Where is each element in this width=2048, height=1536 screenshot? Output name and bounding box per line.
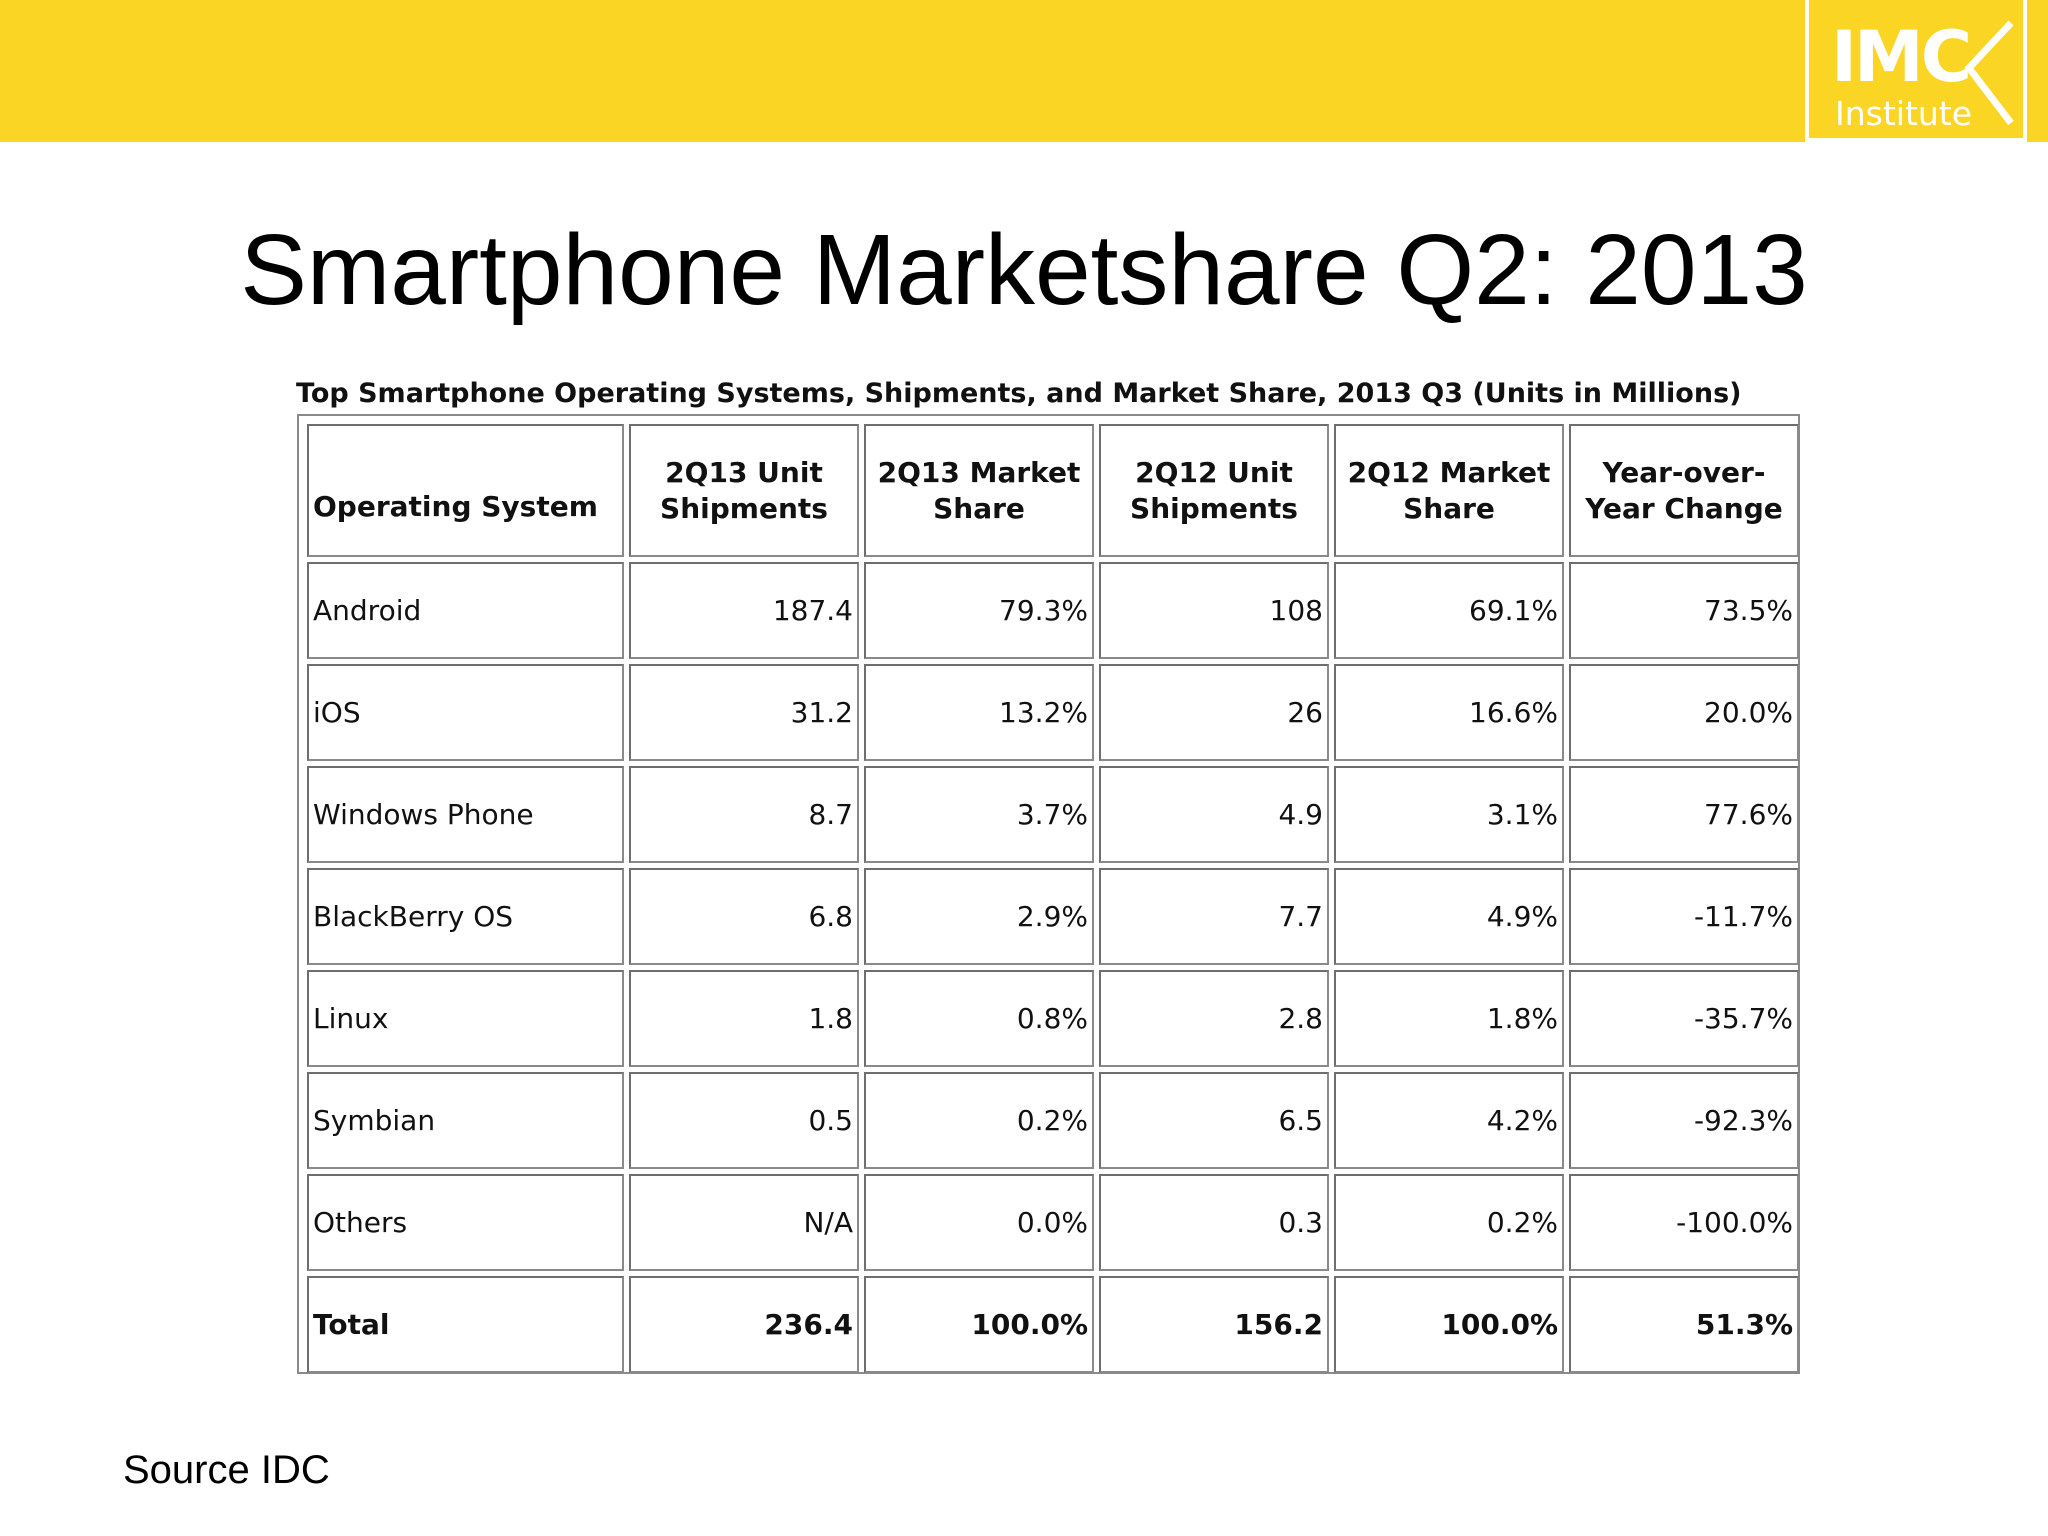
table-row: Linux 1.8 0.8% 2.8 1.8% -35.7%	[307, 970, 1799, 1067]
logo-chevron-icon	[1964, 20, 2014, 126]
logo-sub-text: Institute	[1835, 94, 1973, 133]
header-line: 2Q12 Market	[1347, 455, 1551, 489]
table-cell: 3.7%	[864, 766, 1094, 863]
header-2q12-unit-shipments: 2Q12 Unit Shipments	[1099, 424, 1329, 557]
header-banner	[0, 0, 2048, 142]
table-cell: 4.2%	[1334, 1072, 1564, 1169]
table-caption: Top Smartphone Operating Systems, Shipme…	[296, 378, 1742, 409]
header-line: Year Change	[1585, 491, 1783, 525]
table-cell: 8.7	[629, 766, 859, 863]
table-cell: 77.6%	[1569, 766, 1799, 863]
table-cell: 4.9	[1099, 766, 1329, 863]
table-cell: 108	[1099, 562, 1329, 659]
table-cell: 156.2	[1099, 1276, 1329, 1373]
header-operating-system: Operating System	[307, 424, 624, 557]
table-cell-os: Linux	[307, 970, 624, 1067]
table-cell: 236.4	[629, 1276, 859, 1373]
table-cell: 2.8	[1099, 970, 1329, 1067]
header-line: Year-over-	[1602, 455, 1766, 489]
table-cell-os: Total	[307, 1276, 624, 1373]
header-line: Share	[933, 491, 1025, 525]
table-cell-os: Android	[307, 562, 624, 659]
table-cell: 0.2%	[1334, 1174, 1564, 1271]
table-cell: 6.8	[629, 868, 859, 965]
header-line: 2Q13 Unit	[665, 455, 823, 489]
table-cell: 20.0%	[1569, 664, 1799, 761]
header-2q13-unit-shipments: 2Q13 Unit Shipments	[629, 424, 859, 557]
table-cell: 7.7	[1099, 868, 1329, 965]
table-cell: 1.8	[629, 970, 859, 1067]
table-cell: -92.3%	[1569, 1072, 1799, 1169]
market-share-table: Operating System 2Q13 Unit Shipments 2Q1…	[302, 419, 1804, 1378]
table-cell: -100.0%	[1569, 1174, 1799, 1271]
table-cell: N/A	[629, 1174, 859, 1271]
table-cell: 73.5%	[1569, 562, 1799, 659]
table-cell: 69.1%	[1334, 562, 1564, 659]
slide-title: Smartphone Marketshare Q2: 2013	[240, 214, 1808, 326]
table-cell: 0.5	[629, 1072, 859, 1169]
imc-institute-logo: IMC Institute	[1805, 0, 2027, 142]
table-cell: 0.3	[1099, 1174, 1329, 1271]
table-row: iOS 31.2 13.2% 26 16.6% 20.0%	[307, 664, 1799, 761]
table-cell: 0.8%	[864, 970, 1094, 1067]
table-cell: 100.0%	[864, 1276, 1094, 1373]
header-line: 2Q13 Market	[877, 455, 1081, 489]
table-cell-os: Symbian	[307, 1072, 624, 1169]
table-cell-os: Others	[307, 1174, 624, 1271]
header-line: Share	[1403, 491, 1495, 525]
header-line: 2Q12 Unit	[1135, 455, 1293, 489]
table-row: BlackBerry OS 6.8 2.9% 7.7 4.9% -11.7%	[307, 868, 1799, 965]
table-cell: 26	[1099, 664, 1329, 761]
table-cell-os: Windows Phone	[307, 766, 624, 863]
source-note: Source IDC	[123, 1448, 330, 1492]
table-cell-os: iOS	[307, 664, 624, 761]
table-row: Windows Phone 8.7 3.7% 4.9 3.1% 77.6%	[307, 766, 1799, 863]
logo-main-text: IMC	[1831, 16, 1972, 98]
table-cell: 0.0%	[864, 1174, 1094, 1271]
table-cell: 2.9%	[864, 868, 1094, 965]
table-cell: 4.9%	[1334, 868, 1564, 965]
table-cell: -11.7%	[1569, 868, 1799, 965]
table-row: Others N/A 0.0% 0.3 0.2% -100.0%	[307, 1174, 1799, 1271]
table-cell: 0.2%	[864, 1072, 1094, 1169]
table-cell: 31.2	[629, 664, 859, 761]
table-header-row: Operating System 2Q13 Unit Shipments 2Q1…	[307, 424, 1799, 557]
table-row: Android 187.4 79.3% 108 69.1% 73.5%	[307, 562, 1799, 659]
table-cell: 16.6%	[1334, 664, 1564, 761]
table-cell: 51.3%	[1569, 1276, 1799, 1373]
table-row: Symbian 0.5 0.2% 6.5 4.2% -92.3%	[307, 1072, 1799, 1169]
header-2q13-market-share: 2Q13 Market Share	[864, 424, 1094, 557]
table-cell: 79.3%	[864, 562, 1094, 659]
table-cell: 100.0%	[1334, 1276, 1564, 1373]
header-year-over-year-change: Year-over- Year Change	[1569, 424, 1799, 557]
header-2q12-market-share: 2Q12 Market Share	[1334, 424, 1564, 557]
header-line: Shipments	[1130, 491, 1298, 525]
table-frame: Operating System 2Q13 Unit Shipments 2Q1…	[297, 414, 1800, 1374]
table-cell-os: BlackBerry OS	[307, 868, 624, 965]
table-cell: 1.8%	[1334, 970, 1564, 1067]
table-cell: 13.2%	[864, 664, 1094, 761]
header-line: Operating System	[313, 490, 598, 523]
table-cell: -35.7%	[1569, 970, 1799, 1067]
table-cell: 6.5	[1099, 1072, 1329, 1169]
table-cell: 187.4	[629, 562, 859, 659]
header-line: Shipments	[660, 491, 828, 525]
table-total-row: Total 236.4 100.0% 156.2 100.0% 51.3%	[307, 1276, 1799, 1373]
table-cell: 3.1%	[1334, 766, 1564, 863]
